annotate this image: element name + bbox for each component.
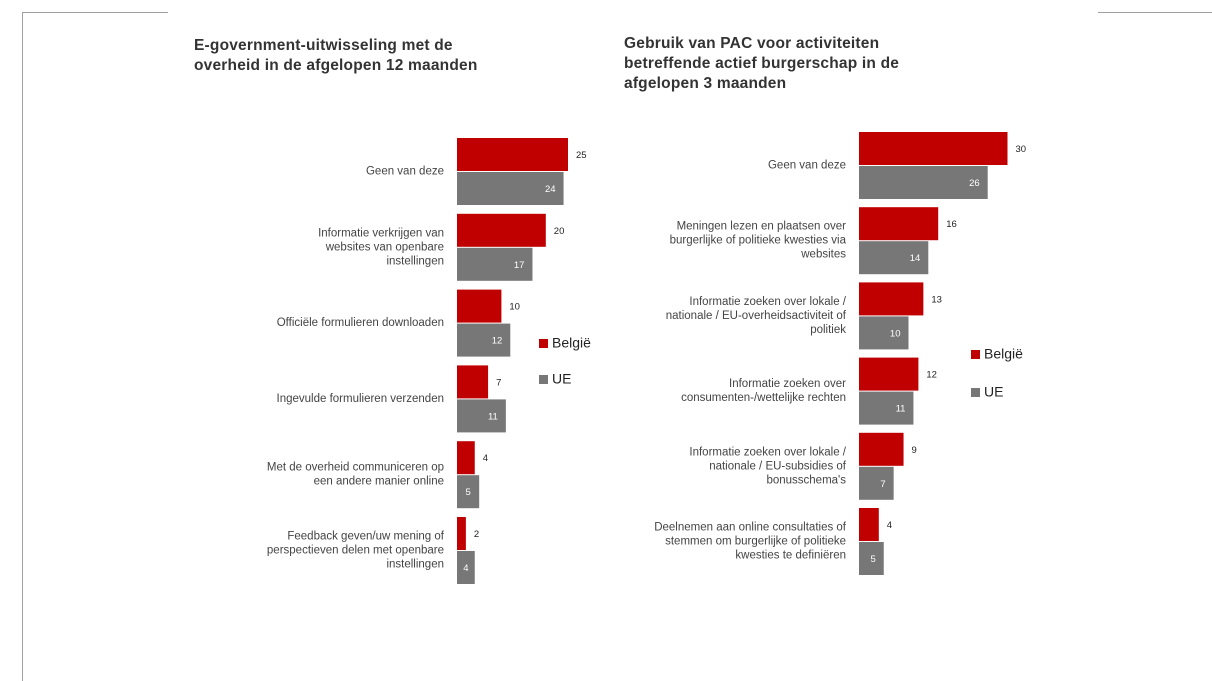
legend-label-pac-1: UE: [984, 384, 1003, 400]
category-label-egov-4-line-1: een andere manier online: [314, 476, 444, 488]
frame-top-line-left: [22, 12, 168, 13]
bar-egov-belgie-3: [457, 365, 489, 399]
chart-title-pac: Gebruik van PAC voor activiteiten betref…: [624, 34, 899, 94]
value-label-egov-belgie-3: 7: [496, 377, 501, 388]
chart-title-egov-line-1: E-government-uitwisseling met de: [194, 37, 453, 54]
value-label-pac-ue-5: 5: [870, 554, 875, 565]
value-label-pac-ue-0: 26: [969, 178, 980, 189]
category-label-pac-3-line-1: consumenten-/wettelijke rechten: [681, 392, 846, 404]
value-label-pac-ue-1: 14: [910, 253, 921, 264]
category-label-pac-3-line-0: Informatie zoeken over: [729, 378, 846, 390]
category-label-egov-4-line-0: Met de overheid communiceren op: [267, 462, 444, 474]
bar-pac-ue-3: [859, 391, 914, 425]
category-label-pac-2-line-2: politiek: [810, 324, 846, 336]
value-label-egov-belgie-2: 10: [509, 302, 520, 313]
chart-title-pac-line-1: Gebruik van PAC voor activiteiten: [624, 35, 880, 52]
category-label-egov-5-line-1: perspectieven delen met openbare: [267, 545, 444, 557]
bar-pac-ue-4: [859, 466, 894, 500]
category-label-pac-4-line-0: Informatie zoeken over lokale /: [689, 446, 846, 458]
value-label-pac-belgie-5: 4: [887, 520, 892, 531]
category-label-pac-0-line-0: Geen van deze: [768, 160, 846, 172]
value-label-pac-ue-4: 7: [880, 479, 885, 490]
value-label-pac-belgie-4: 9: [912, 445, 917, 456]
chart-title-egov: E-government-uitwisseling met de overhei…: [194, 36, 478, 76]
category-label-egov-5-line-2: instellingen: [386, 559, 444, 571]
value-label-egov-ue-0: 24: [545, 184, 556, 195]
bar-pac-belgie-4: [859, 432, 904, 466]
category-label-pac-1-line-0: Meningen lezen en plaatsen over: [677, 221, 847, 233]
frame-top-line-right: [1098, 12, 1212, 13]
legend-swatch-pac-0: [971, 350, 980, 359]
value-label-egov-ue-3: 11: [488, 411, 498, 422]
category-label-pac-1-line-1: burgerlijke of politieke kwesties via: [670, 235, 847, 247]
chart-title-pac-line-3: afgelopen 3 maanden: [624, 75, 787, 92]
category-label-egov-5-line-0: Feedback geven/uw mening of: [287, 531, 444, 543]
bar-egov-belgie-4: [457, 441, 475, 475]
category-label-pac-4-line-2: bonusschema's: [766, 474, 846, 486]
bar-egov-belgie-5: [457, 517, 466, 550]
bar-pac-belgie-2: [859, 282, 924, 316]
value-label-pac-belgie-1: 16: [946, 219, 957, 230]
frame-left-line: [22, 12, 23, 681]
bar-egov-belgie-1: [457, 213, 546, 247]
bar-egov-ue-4: [457, 475, 480, 509]
chart-title-egov-line-2: overheid in de afgelopen 12 maanden: [194, 57, 478, 74]
bar-egov-ue-5: [457, 551, 475, 584]
category-label-egov-1-line-0: Informatie verkrijgen van: [318, 227, 444, 239]
value-label-pac-belgie-2: 13: [931, 294, 942, 305]
category-label-pac-4-line-1: nationale / EU-subsidies of: [709, 460, 847, 472]
bar-egov-ue-1: [457, 247, 533, 281]
value-label-egov-ue-4: 5: [465, 487, 470, 498]
bar-pac-belgie-3: [859, 357, 919, 391]
legend-label-egov-0: België: [552, 335, 591, 351]
value-label-pac-ue-2: 10: [890, 328, 901, 339]
category-label-egov-1-line-1: websites van openbare: [325, 241, 444, 253]
category-label-pac-1-line-2: websites: [800, 249, 846, 261]
bar-pac-belgie-0: [859, 132, 1008, 165]
bar-egov-belgie-2: [457, 289, 502, 323]
bar-pac-ue-0: [859, 166, 988, 199]
value-label-egov-belgie-5: 2: [474, 529, 479, 540]
legend-label-egov-1: UE: [552, 371, 571, 387]
value-label-egov-ue-1: 17: [514, 260, 525, 271]
chart-title-pac-line-2: betreffende actief burgerschap in de: [624, 55, 900, 72]
value-label-pac-belgie-0: 30: [1016, 144, 1027, 155]
legend-swatch-egov-0: [539, 339, 548, 348]
value-label-egov-ue-5: 4: [463, 563, 468, 574]
category-label-egov-2-line-0: Officiële formulieren downloaden: [277, 317, 444, 329]
bar-pac-ue-5: [859, 542, 884, 575]
bar-pac-belgie-5: [859, 508, 879, 541]
category-label-pac-5-line-1: stemmen om burgerlijke of politieke: [665, 536, 846, 548]
bar-egov-ue-2: [457, 323, 511, 357]
bar-pac-belgie-1: [859, 207, 939, 241]
category-label-egov-0-line-0: Geen van deze: [366, 166, 444, 178]
category-label-pac-2-line-0: Informatie zoeken over lokale /: [689, 296, 846, 308]
value-label-egov-belgie-0: 25: [576, 150, 587, 161]
bar-egov-belgie-0: [457, 138, 568, 171]
category-label-pac-5-line-0: Deelnemen aan online consultaties of: [654, 522, 847, 534]
category-label-pac-5-line-2: kwesties te definiëren: [735, 550, 846, 562]
bar-pac-ue-1: [859, 241, 929, 275]
category-label-egov-3-line-0: Ingevulde formulieren verzenden: [277, 393, 445, 405]
category-label-egov-1-line-2: instellingen: [386, 255, 444, 267]
legend-swatch-pac-1: [971, 388, 980, 397]
bar-pac-ue-2: [859, 316, 909, 350]
value-label-pac-ue-3: 11: [896, 404, 906, 415]
value-label-egov-belgie-4: 4: [483, 453, 488, 464]
bar-egov-ue-0: [457, 172, 564, 205]
legend-label-pac-0: België: [984, 346, 1023, 362]
value-label-egov-belgie-1: 20: [554, 226, 565, 237]
value-label-egov-ue-2: 12: [492, 336, 503, 347]
category-label-pac-2-line-1: nationale / EU-overheidsactiviteit of: [666, 310, 847, 322]
bar-egov-ue-3: [457, 399, 506, 433]
legend-swatch-egov-1: [539, 375, 548, 384]
value-label-pac-belgie-3: 12: [926, 370, 937, 381]
